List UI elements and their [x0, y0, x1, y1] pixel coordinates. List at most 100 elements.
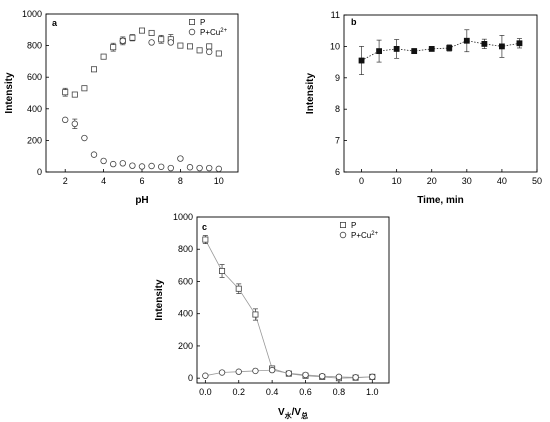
data-point: [206, 43, 213, 50]
y-tick-label: 600: [178, 276, 193, 286]
data-point: [352, 374, 359, 381]
panel-label: c: [202, 222, 207, 232]
plot-frame: [343, 14, 538, 173]
series-p: [62, 27, 222, 98]
data-point: [369, 373, 376, 381]
data-point: [196, 47, 203, 54]
data-point: [235, 285, 242, 292]
y-tick-label: 7: [335, 136, 340, 146]
data-point: [285, 370, 293, 377]
legend-label: P: [200, 18, 205, 27]
y-tick-label: 200: [27, 135, 42, 145]
legend-marker: [339, 221, 346, 228]
y-tick-label: 600: [27, 72, 42, 82]
x-tick-label: 6: [139, 176, 144, 186]
data-point: [158, 36, 165, 43]
data-point: [167, 164, 174, 172]
data-point: [148, 162, 155, 170]
data-point: [411, 48, 418, 55]
data-point: [205, 48, 213, 56]
series-p-cu2-: [61, 37, 222, 173]
chart-panel-a: 2 4 6 8 10 0 200 400 600 800 1000 a Intensity pH PP+Cu…: [4, 9, 239, 206]
x-tick-label: 8: [178, 176, 183, 186]
data-point: [81, 134, 88, 142]
data-point: [215, 50, 222, 57]
x-tick-label: 0.8: [333, 387, 346, 397]
data-point: [335, 373, 343, 381]
x-tick-label: 0.6: [299, 387, 312, 397]
data-point: [481, 40, 488, 47]
y-tick-label: 1000: [22, 9, 42, 19]
y-tick-label: 8: [335, 104, 340, 114]
data-point: [302, 371, 309, 379]
series-0: [358, 29, 523, 76]
data-point: [516, 40, 523, 47]
data-point: [219, 267, 226, 274]
y-tick-label: 9: [335, 73, 340, 83]
panel-label: a: [52, 18, 58, 28]
data-point: [138, 163, 146, 170]
x-tick-label: 2: [63, 176, 68, 186]
data-point: [499, 43, 505, 50]
x-tick-label: 4: [101, 176, 106, 186]
data-point: [71, 91, 78, 98]
series-p: [202, 235, 376, 382]
y-tick-label: 400: [178, 309, 193, 319]
data-point: [215, 165, 222, 173]
x-tick-label: 0.0: [199, 387, 212, 397]
data-point: [202, 236, 209, 243]
y-axis-title: Intensity: [4, 72, 15, 114]
data-point: [186, 43, 193, 50]
chart-panel-b: 0 10 20 30 40 50 6 7 8 9 10 11 b Intensity Time, min: [305, 10, 542, 206]
data-point: [100, 157, 107, 165]
data-point: [81, 85, 88, 92]
data-point: [148, 39, 155, 46]
data-point: [91, 66, 98, 73]
data-point: [71, 120, 78, 128]
x-tick-label: 1.0: [366, 387, 379, 397]
data-point: [177, 42, 184, 49]
data-point: [358, 57, 365, 64]
series-line: [361, 40, 520, 61]
x-tick-label: 40: [497, 176, 507, 186]
x-tick-label: 10: [214, 176, 224, 186]
data-point: [268, 366, 276, 374]
y-tick-label: 800: [27, 41, 42, 51]
x-tick-label: 0: [359, 176, 364, 186]
x-tick-label: 30: [462, 176, 472, 186]
data-point: [319, 373, 326, 380]
legend-label: P+Cu2+: [351, 231, 379, 240]
x-tick-label: 20: [427, 176, 437, 186]
y-tick-label: 1000: [173, 212, 193, 222]
chart-panel-c: 0.0 0.2 0.4 0.6 0.8 1.0 0 200 400 600 800 1000 c Inte…: [154, 212, 390, 420]
data-point: [446, 45, 453, 51]
x-tick-label: 50: [532, 176, 542, 186]
legend: PP+Cu2+: [339, 221, 379, 240]
data-point: [138, 27, 145, 34]
legend-marker: [188, 18, 195, 25]
series-p-cu2-: [202, 366, 376, 381]
x-axis-title: pH: [135, 195, 148, 206]
y-tick-label: 800: [178, 244, 193, 254]
y-tick-label: 0: [37, 167, 42, 177]
y-axis-title: Intensity: [305, 73, 316, 115]
panel-label: b: [351, 17, 357, 27]
series-line: [204, 239, 373, 379]
data-point: [157, 163, 165, 170]
y-tick-label: 11: [331, 10, 340, 20]
data-point: [376, 48, 382, 55]
data-point: [252, 311, 259, 318]
x-axis-title: Time, min: [417, 195, 464, 206]
legend-marker: [339, 231, 347, 239]
data-point: [196, 164, 203, 172]
data-point: [100, 53, 107, 60]
data-point: [428, 46, 435, 52]
legend-label: P+Cu2+: [200, 28, 228, 37]
data-point: [129, 34, 136, 41]
x-axis-title: V水/V总: [278, 407, 308, 420]
data-point: [62, 89, 69, 96]
x-tick-label: 0.4: [266, 387, 279, 397]
y-tick-label: 200: [178, 341, 193, 351]
data-point: [252, 367, 259, 375]
y-tick-label: 10: [330, 41, 340, 51]
